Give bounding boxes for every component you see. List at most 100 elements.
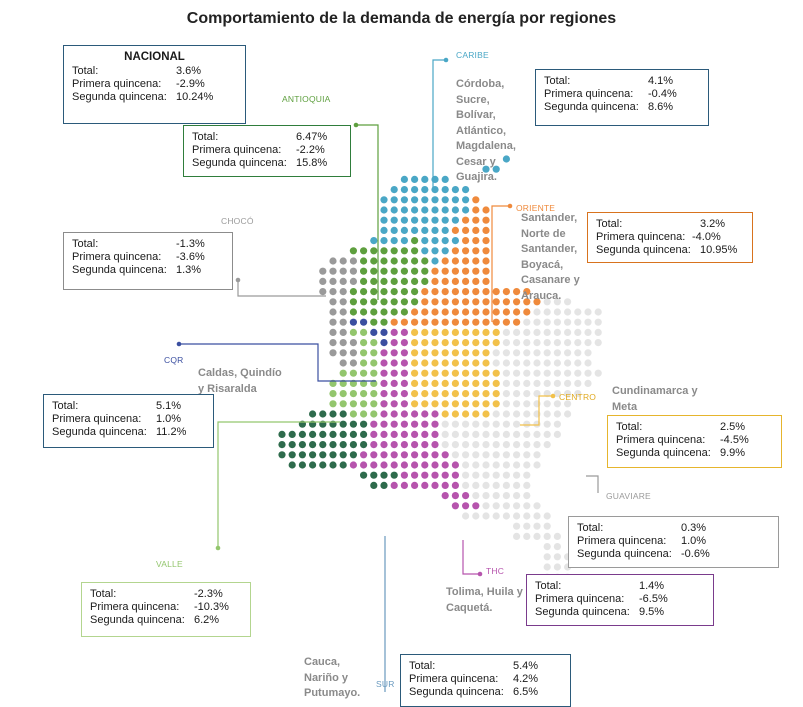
- dot-sur: [380, 471, 388, 479]
- dot-guaviare: [441, 420, 449, 428]
- dot-caribe: [370, 237, 378, 245]
- dot-caribe: [462, 196, 470, 204]
- dot-oriente: [513, 288, 521, 296]
- dot-antioquia: [360, 247, 368, 255]
- dot-guaviare: [533, 339, 541, 347]
- dot-caribe: [502, 155, 510, 163]
- leader-caribe-end: [443, 57, 449, 63]
- dot-guaviare: [513, 430, 521, 438]
- dot-centro: [482, 328, 490, 336]
- dot-thc: [370, 461, 378, 469]
- leader-oriente: [491, 205, 510, 322]
- dot-guaviare: [574, 308, 582, 316]
- dot-thc: [431, 481, 439, 489]
- dot-antioquia: [400, 277, 408, 285]
- dot-choco: [349, 349, 357, 357]
- dot-centro: [492, 339, 500, 347]
- dot-guaviare: [472, 492, 480, 500]
- dot-oriente: [482, 288, 490, 296]
- dot-valle: [360, 328, 368, 336]
- segunda-label: Segunda quincena:: [90, 614, 185, 626]
- dot-antioquia: [421, 277, 429, 285]
- dot-oriente: [482, 247, 490, 255]
- leader-antioquia: [354, 124, 379, 300]
- total-label: Total:: [192, 131, 219, 143]
- dot-guaviare: [513, 451, 521, 459]
- dot-guaviare: [574, 339, 582, 347]
- dot-choco: [339, 308, 347, 316]
- dot-oriente: [451, 226, 459, 234]
- dot-antioquia: [370, 288, 378, 296]
- dot-guaviare: [553, 400, 562, 408]
- dot-guaviare: [553, 328, 562, 336]
- dot-thc: [411, 441, 419, 449]
- dot-oriente: [451, 277, 459, 285]
- dot-caribe: [462, 206, 470, 214]
- dot-guaviare: [502, 481, 510, 489]
- dot-choco: [329, 339, 337, 347]
- dot-caribe: [421, 216, 429, 224]
- dot-thc: [431, 451, 439, 459]
- dot-guaviare: [502, 441, 510, 449]
- dot-oriente: [462, 257, 470, 265]
- dot-guaviare: [513, 410, 521, 418]
- dot-thc: [421, 471, 429, 479]
- dot-guaviare: [543, 400, 551, 408]
- guaviare-primera: 1.0%: [681, 535, 707, 547]
- primera-label: Primera quincena:: [90, 601, 180, 613]
- sur-segunda: 6.5%: [513, 686, 539, 698]
- dot-antioquia: [349, 247, 357, 255]
- dot-centro: [482, 359, 490, 367]
- dot-guaviare: [492, 461, 500, 469]
- dot-choco: [339, 349, 347, 357]
- label-centro: CENTRO: [559, 392, 597, 402]
- dot-guaviare: [441, 441, 449, 449]
- label-sur: SUR: [376, 679, 395, 689]
- dot-guaviare: [553, 410, 562, 418]
- box-centro: Total: 2.5% Primera quincena: -4.5% Segund…: [607, 415, 782, 468]
- dot-oriente: [451, 318, 459, 326]
- dot-oriente: [462, 308, 470, 316]
- dot-guaviare: [543, 379, 551, 387]
- dot-thc: [441, 471, 449, 479]
- dot-guaviare: [564, 390, 572, 398]
- dot-oriente: [421, 308, 429, 316]
- dot-thc: [390, 410, 398, 418]
- dot-centro: [462, 379, 470, 387]
- dot-guaviare: [451, 420, 459, 428]
- dot-choco: [329, 277, 337, 285]
- dot-valle: [360, 349, 368, 357]
- dot-antioquia: [411, 247, 419, 255]
- dot-centro: [451, 400, 459, 408]
- leader-caribe: [432, 59, 446, 188]
- dot-guaviare: [543, 512, 551, 520]
- dot-thc: [400, 400, 408, 408]
- total-label: Total:: [90, 588, 117, 600]
- dot-thc: [400, 328, 408, 336]
- dot-sur: [278, 430, 286, 438]
- dot-centro: [492, 328, 500, 336]
- dot-thc: [380, 430, 388, 438]
- desc-thc: Tolima, Huila y Caquetá.: [446, 586, 523, 614]
- dot-valle: [349, 328, 357, 336]
- dot-caribe: [492, 165, 500, 173]
- oriente-primera: -4.0%: [692, 231, 721, 243]
- dot-valle: [370, 390, 378, 398]
- dot-centro: [462, 349, 470, 357]
- dot-guaviare: [513, 441, 521, 449]
- dot-guaviare: [533, 532, 541, 541]
- dot-choco: [329, 288, 337, 296]
- dot-guaviare: [553, 369, 562, 377]
- dot-centro: [462, 339, 470, 347]
- valle-segunda: 6.2%: [194, 614, 220, 626]
- dot-caribe: [411, 216, 419, 224]
- dot-caribe: [431, 247, 439, 255]
- dot-guaviare: [482, 441, 490, 449]
- dot-guaviare: [472, 512, 480, 520]
- dot-thc: [390, 481, 398, 489]
- dot-centro: [441, 328, 449, 336]
- dot-caribe: [380, 237, 388, 245]
- primera-label: Primera quincena:: [544, 88, 634, 100]
- dot-guaviare: [513, 328, 521, 336]
